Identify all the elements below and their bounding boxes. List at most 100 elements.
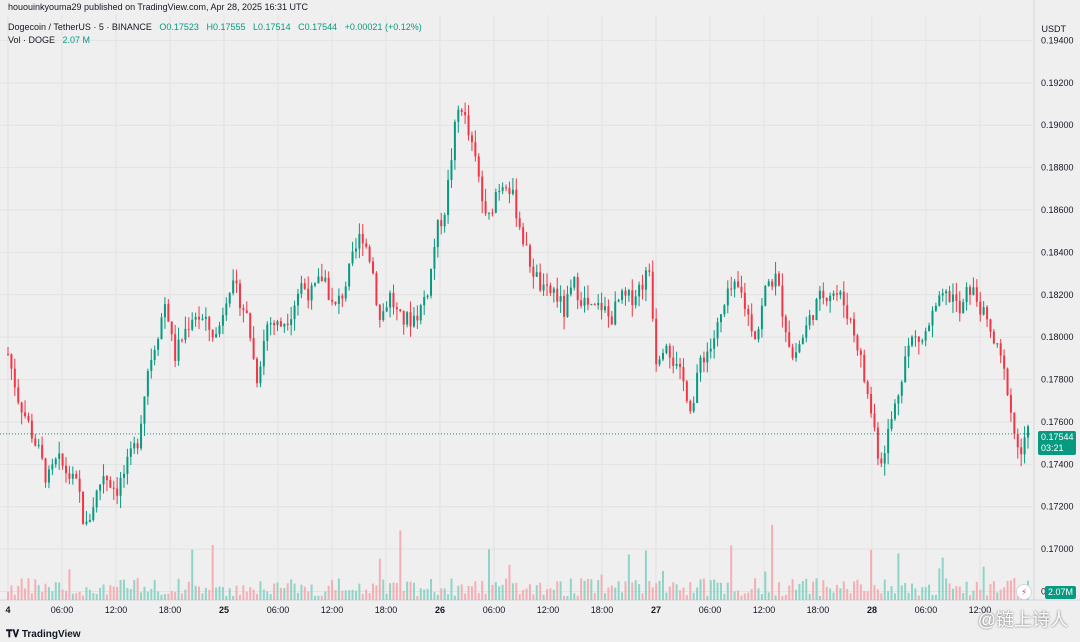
candle-body bbox=[924, 331, 927, 341]
candle-body bbox=[945, 291, 948, 294]
candle-body bbox=[702, 357, 705, 363]
volume-label[interactable]: Vol · DOGE bbox=[8, 35, 56, 45]
volume-bar bbox=[218, 586, 221, 600]
tradingview-logo[interactable]: 𝐓𝐕 TradingView bbox=[6, 629, 81, 640]
symbol-header: Dogecoin / TetherUS · 5 · BINANCE O0.175… bbox=[8, 22, 427, 32]
volume-bar bbox=[85, 587, 88, 600]
candle-body bbox=[774, 273, 777, 287]
candle-body bbox=[372, 261, 375, 274]
volume-bar bbox=[661, 570, 664, 600]
candle-body bbox=[545, 284, 548, 286]
volume-bar bbox=[221, 587, 224, 600]
candle-body bbox=[982, 307, 985, 315]
candle-body bbox=[986, 307, 989, 320]
candle-body bbox=[569, 287, 572, 295]
candle-body bbox=[600, 302, 603, 311]
volume-bar bbox=[82, 595, 85, 600]
volume-bar bbox=[276, 582, 279, 600]
candle-body bbox=[307, 288, 310, 301]
candle-body bbox=[603, 306, 606, 311]
volume-bar bbox=[603, 593, 606, 600]
volume-bar bbox=[651, 587, 654, 600]
watermark: @链上诗人 bbox=[977, 610, 1068, 630]
candle-body bbox=[801, 337, 804, 345]
high-value: H0.17555 bbox=[206, 22, 246, 32]
candle-body bbox=[750, 314, 753, 332]
volume-bar bbox=[399, 530, 402, 600]
volume-bar bbox=[532, 594, 535, 600]
volume-bar bbox=[962, 593, 965, 600]
volume-bar bbox=[839, 588, 842, 600]
volume-bar bbox=[470, 586, 473, 600]
candle-body bbox=[781, 285, 784, 317]
candle-body bbox=[215, 334, 218, 338]
candle-body bbox=[457, 109, 460, 122]
candle-body bbox=[1027, 426, 1029, 438]
candle-body bbox=[835, 293, 838, 295]
volume-bar bbox=[256, 593, 259, 600]
candle-body bbox=[47, 469, 50, 483]
volume-bar bbox=[163, 594, 166, 600]
candle-body bbox=[27, 416, 30, 421]
candle-body bbox=[716, 322, 719, 339]
candle-body bbox=[549, 285, 552, 293]
volume-bar bbox=[893, 593, 896, 600]
volume-bar bbox=[34, 579, 37, 600]
candle-body bbox=[71, 473, 74, 479]
volume-header: Vol · DOGE 2.07 M bbox=[8, 35, 95, 45]
candle-body bbox=[754, 331, 757, 340]
candle-body bbox=[180, 339, 183, 341]
currency-label[interactable]: USDT bbox=[1041, 24, 1067, 34]
volume-bar bbox=[95, 594, 98, 600]
volume-bar bbox=[242, 585, 245, 600]
volume-bar bbox=[68, 569, 71, 600]
volume-bar bbox=[539, 582, 542, 600]
candle-body bbox=[665, 345, 668, 353]
x-tick-label: 28 bbox=[867, 605, 877, 615]
volume-bar bbox=[361, 593, 364, 600]
volume-bar bbox=[634, 580, 637, 600]
volume-bar bbox=[1009, 580, 1012, 600]
candle-body bbox=[256, 358, 259, 384]
candle-body bbox=[515, 189, 518, 219]
candle-body bbox=[136, 443, 139, 449]
y-tick-label: 0.17800 bbox=[1041, 375, 1074, 385]
replay-icon[interactable]: ⚡ bbox=[1016, 584, 1032, 600]
volume-bar bbox=[184, 589, 187, 600]
volume-bar bbox=[266, 591, 269, 600]
volume-bar bbox=[129, 588, 132, 600]
candle-body bbox=[37, 444, 40, 446]
candle-body bbox=[597, 302, 600, 306]
candle-body bbox=[194, 316, 197, 320]
volume-bar bbox=[757, 588, 760, 600]
candle-body bbox=[938, 295, 941, 306]
x-tick-label: 18:00 bbox=[375, 605, 398, 615]
candle-body bbox=[573, 277, 576, 288]
candle-body bbox=[955, 294, 958, 301]
candle-body bbox=[99, 484, 102, 491]
volume-bar bbox=[378, 558, 381, 600]
candle-body bbox=[20, 402, 23, 413]
volume-bar bbox=[58, 582, 61, 600]
tv-icon: 𝐓𝐕 bbox=[6, 629, 22, 640]
volume-bar bbox=[177, 578, 180, 600]
candle-body bbox=[661, 352, 664, 360]
volume-bar bbox=[986, 595, 989, 600]
volume-bar bbox=[777, 582, 780, 600]
symbol-name[interactable]: Dogecoin / TetherUS · 5 · BINANCE bbox=[8, 22, 152, 32]
volume-bar bbox=[856, 579, 859, 600]
candle-body bbox=[68, 473, 71, 479]
candle-body bbox=[528, 245, 531, 267]
candle-body bbox=[481, 176, 484, 202]
candle-body bbox=[760, 305, 763, 330]
candle-body bbox=[143, 396, 146, 424]
volume-bar bbox=[283, 588, 286, 600]
candle-body bbox=[928, 325, 931, 332]
volume-bar bbox=[245, 591, 248, 600]
candle-body bbox=[757, 329, 760, 340]
candle-body bbox=[354, 248, 357, 252]
volume-bar bbox=[610, 585, 613, 600]
volume-bar bbox=[140, 592, 143, 600]
candle-body bbox=[822, 290, 825, 298]
